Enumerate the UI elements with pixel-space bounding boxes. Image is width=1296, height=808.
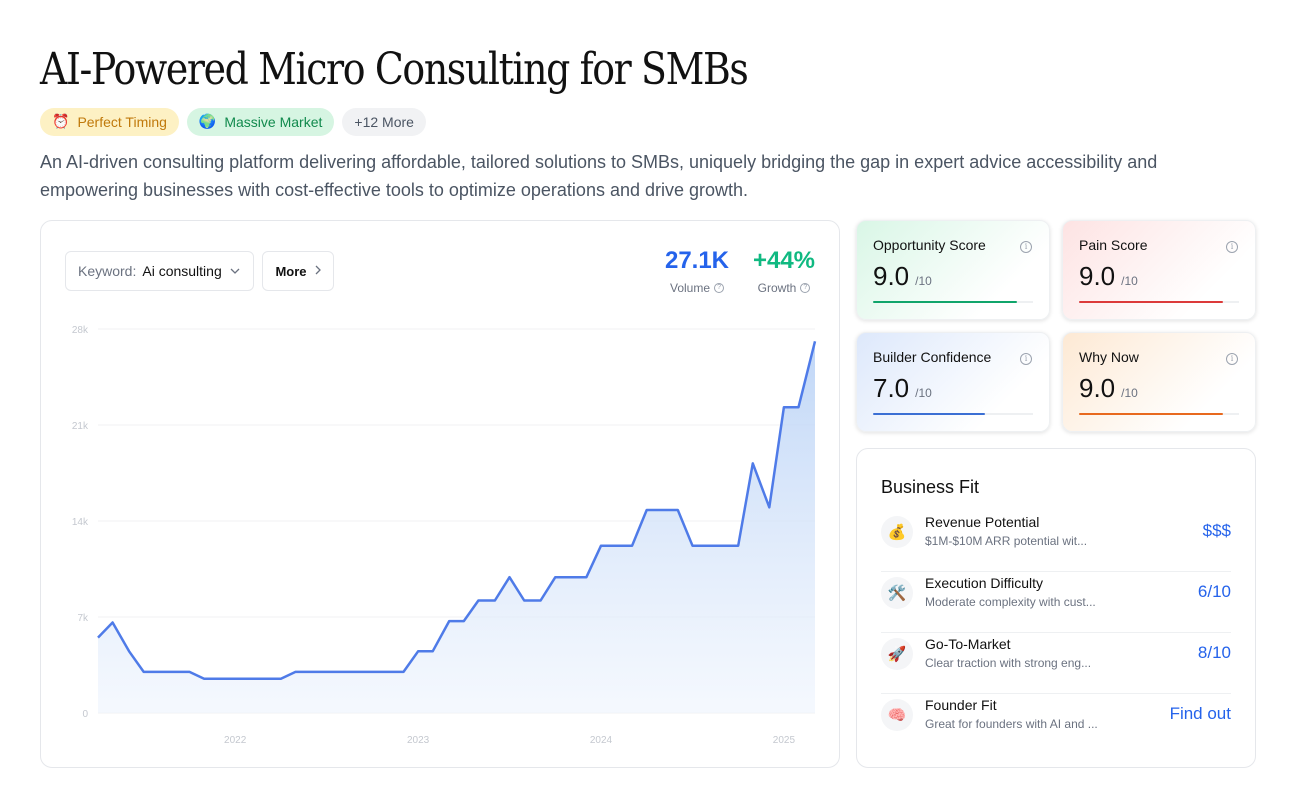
- business-fit-name: Founder Fit: [925, 697, 997, 713]
- brain-icon: 🧠: [881, 699, 913, 731]
- business-fit-sub: $1M-$10M ARR potential wit...: [925, 534, 1088, 548]
- business-fit-value: 8/10: [1197, 643, 1231, 662]
- business-fit-title: Business Fit: [881, 477, 980, 497]
- score-value: 7.0: [873, 373, 910, 403]
- rocket-icon: 🚀: [881, 638, 913, 670]
- business-fit-card: Business Fit 💰 Revenue Potential $1M-$10…: [856, 448, 1256, 768]
- y-tick-label: 14k: [72, 517, 89, 528]
- volume-value: 27.1K: [664, 247, 730, 274]
- score-bar-fill: [873, 301, 1017, 303]
- business-fit-name: Revenue Potential: [925, 514, 1040, 530]
- info-icon[interactable]: i: [1226, 241, 1238, 253]
- tag-list: ⏰ Perfect Timing 🌍 Massive Market +12 Mo…: [40, 108, 426, 136]
- business-fit-sub: Clear traction with strong eng...: [925, 656, 1092, 670]
- business-fit-name: Execution Difficulty: [925, 575, 1044, 591]
- score-bar: [873, 413, 1033, 415]
- tag-massive-market[interactable]: 🌍 Massive Market: [186, 108, 335, 136]
- x-tick-label: 2025: [773, 735, 796, 746]
- why-now-card[interactable]: Why Now i 9.0/10: [1062, 332, 1256, 432]
- score-max: /10: [915, 386, 932, 400]
- series-area: [98, 341, 815, 713]
- info-icon[interactable]: i: [1226, 353, 1238, 365]
- tag-label: Perfect Timing: [77, 114, 167, 130]
- page-description: An AI-driven consulting platform deliver…: [40, 152, 1158, 200]
- x-tick-label: 2022: [224, 735, 247, 746]
- growth-label: Growth: [757, 281, 797, 295]
- business-fit-gtm[interactable]: 🚀 Go-To-Market Clear traction with stron…: [881, 633, 1231, 694]
- business-fit-list: 💰 Revenue Potential $1M-$10M ARR potenti…: [881, 511, 1231, 755]
- business-fit-revenue[interactable]: 💰 Revenue Potential $1M-$10M ARR potenti…: [881, 511, 1231, 572]
- keyword-label: Keyword:: [78, 263, 137, 279]
- more-button[interactable]: More: [262, 251, 334, 291]
- score-max: /10: [915, 274, 932, 288]
- alarm-clock-icon: ⏰: [52, 114, 70, 130]
- series-line: [97, 340, 817, 680]
- growth-stat: +44% Growth?: [747, 247, 821, 295]
- help-icon[interactable]: ?: [800, 283, 811, 293]
- business-fit-name: Go-To-Market: [925, 636, 1011, 652]
- score-bar: [1079, 413, 1239, 415]
- score-title: Pain Score: [1079, 237, 1148, 253]
- score-bar-fill: [1079, 301, 1223, 303]
- business-fit-value: $$$: [1202, 521, 1231, 540]
- growth-value: +44%: [752, 247, 816, 274]
- x-tick-label: 2024: [590, 735, 613, 746]
- page-title: AI-Powered Micro Consulting for SMBs: [40, 44, 749, 95]
- info-icon[interactable]: i: [1020, 353, 1032, 365]
- score-value: 9.0: [1079, 373, 1116, 403]
- chevron-down-icon: [230, 265, 240, 277]
- score-bar: [873, 301, 1033, 303]
- score-max: /10: [1121, 274, 1138, 288]
- globe-icon: 🌍: [198, 114, 217, 130]
- keyword-value: Ai consulting: [142, 263, 222, 279]
- search-volume-chart: 0 7k 14k 21k 28k 2022 2023 2024 2025: [72, 325, 817, 746]
- y-tick-label: 0: [82, 709, 88, 720]
- business-fit-value: 6/10: [1197, 582, 1231, 601]
- business-fit-sub: Moderate complexity with cust...: [925, 595, 1096, 609]
- pain-score-card[interactable]: Pain Score i 9.0/10: [1062, 220, 1256, 320]
- keyword-select[interactable]: Keyword: Ai consulting: [65, 251, 254, 291]
- more-button-label: More: [275, 263, 307, 279]
- business-fit-sub: Great for founders with AI and ...: [925, 717, 1098, 731]
- y-tick-label: 21k: [72, 421, 89, 432]
- help-icon[interactable]: ?: [714, 283, 725, 293]
- y-tick-label: 7k: [77, 613, 89, 624]
- find-out-link[interactable]: Find out: [1169, 704, 1231, 723]
- score-max: /10: [1121, 386, 1138, 400]
- score-bar-fill: [873, 413, 985, 415]
- hammer-wrench-icon: 🛠️: [881, 577, 913, 609]
- score-value: 9.0: [1079, 261, 1116, 291]
- score-bar: [1079, 301, 1239, 303]
- y-tick-label: 28k: [72, 325, 89, 336]
- score-bar-fill: [1079, 413, 1223, 415]
- volume-stat: 27.1K Volume?: [661, 247, 733, 295]
- more-tags-button[interactable]: +12 More: [342, 108, 426, 136]
- x-tick-label: 2023: [407, 735, 430, 746]
- trend-chart-card: Keyword: Ai consulting More 27.1K Volume…: [40, 220, 840, 768]
- business-fit-founder[interactable]: 🧠 Founder Fit Great for founders with AI…: [881, 694, 1231, 755]
- opportunity-score-card[interactable]: Opportunity Score i 9.0/10: [856, 220, 1050, 320]
- score-value: 9.0: [873, 261, 910, 291]
- tag-label: Massive Market: [224, 114, 323, 130]
- score-title: Why Now: [1079, 349, 1139, 365]
- info-icon[interactable]: i: [1020, 241, 1032, 253]
- money-bag-icon: 💰: [881, 516, 913, 548]
- tag-label: +12 More: [354, 114, 414, 130]
- business-fit-execution[interactable]: 🛠️ Execution Difficulty Moderate complex…: [881, 572, 1231, 633]
- tag-perfect-timing[interactable]: ⏰ Perfect Timing: [40, 108, 179, 136]
- chevron-right-icon: [315, 264, 321, 278]
- volume-label: Volume: [669, 281, 711, 295]
- score-title: Opportunity Score: [873, 237, 986, 253]
- score-title: Builder Confidence: [873, 349, 992, 365]
- builder-confidence-card[interactable]: Builder Confidence i 7.0/10: [856, 332, 1050, 432]
